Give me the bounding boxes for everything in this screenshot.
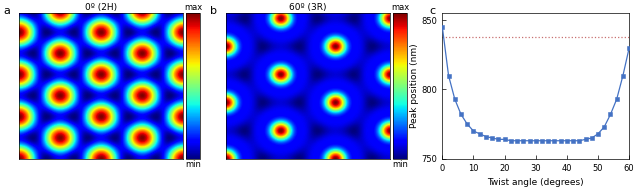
Text: a: a [3, 6, 10, 16]
Text: min: min [392, 160, 408, 169]
Text: min: min [186, 160, 201, 169]
Text: max: max [391, 3, 409, 12]
Y-axis label: Peak position (nm): Peak position (nm) [410, 44, 419, 128]
Title: 60º (3R): 60º (3R) [289, 3, 327, 12]
Text: c: c [429, 6, 436, 16]
X-axis label: Twist angle (degrees): Twist angle (degrees) [487, 178, 584, 187]
Title: 0º (2H): 0º (2H) [85, 3, 117, 12]
Text: max: max [184, 3, 202, 12]
Text: b: b [210, 6, 217, 16]
